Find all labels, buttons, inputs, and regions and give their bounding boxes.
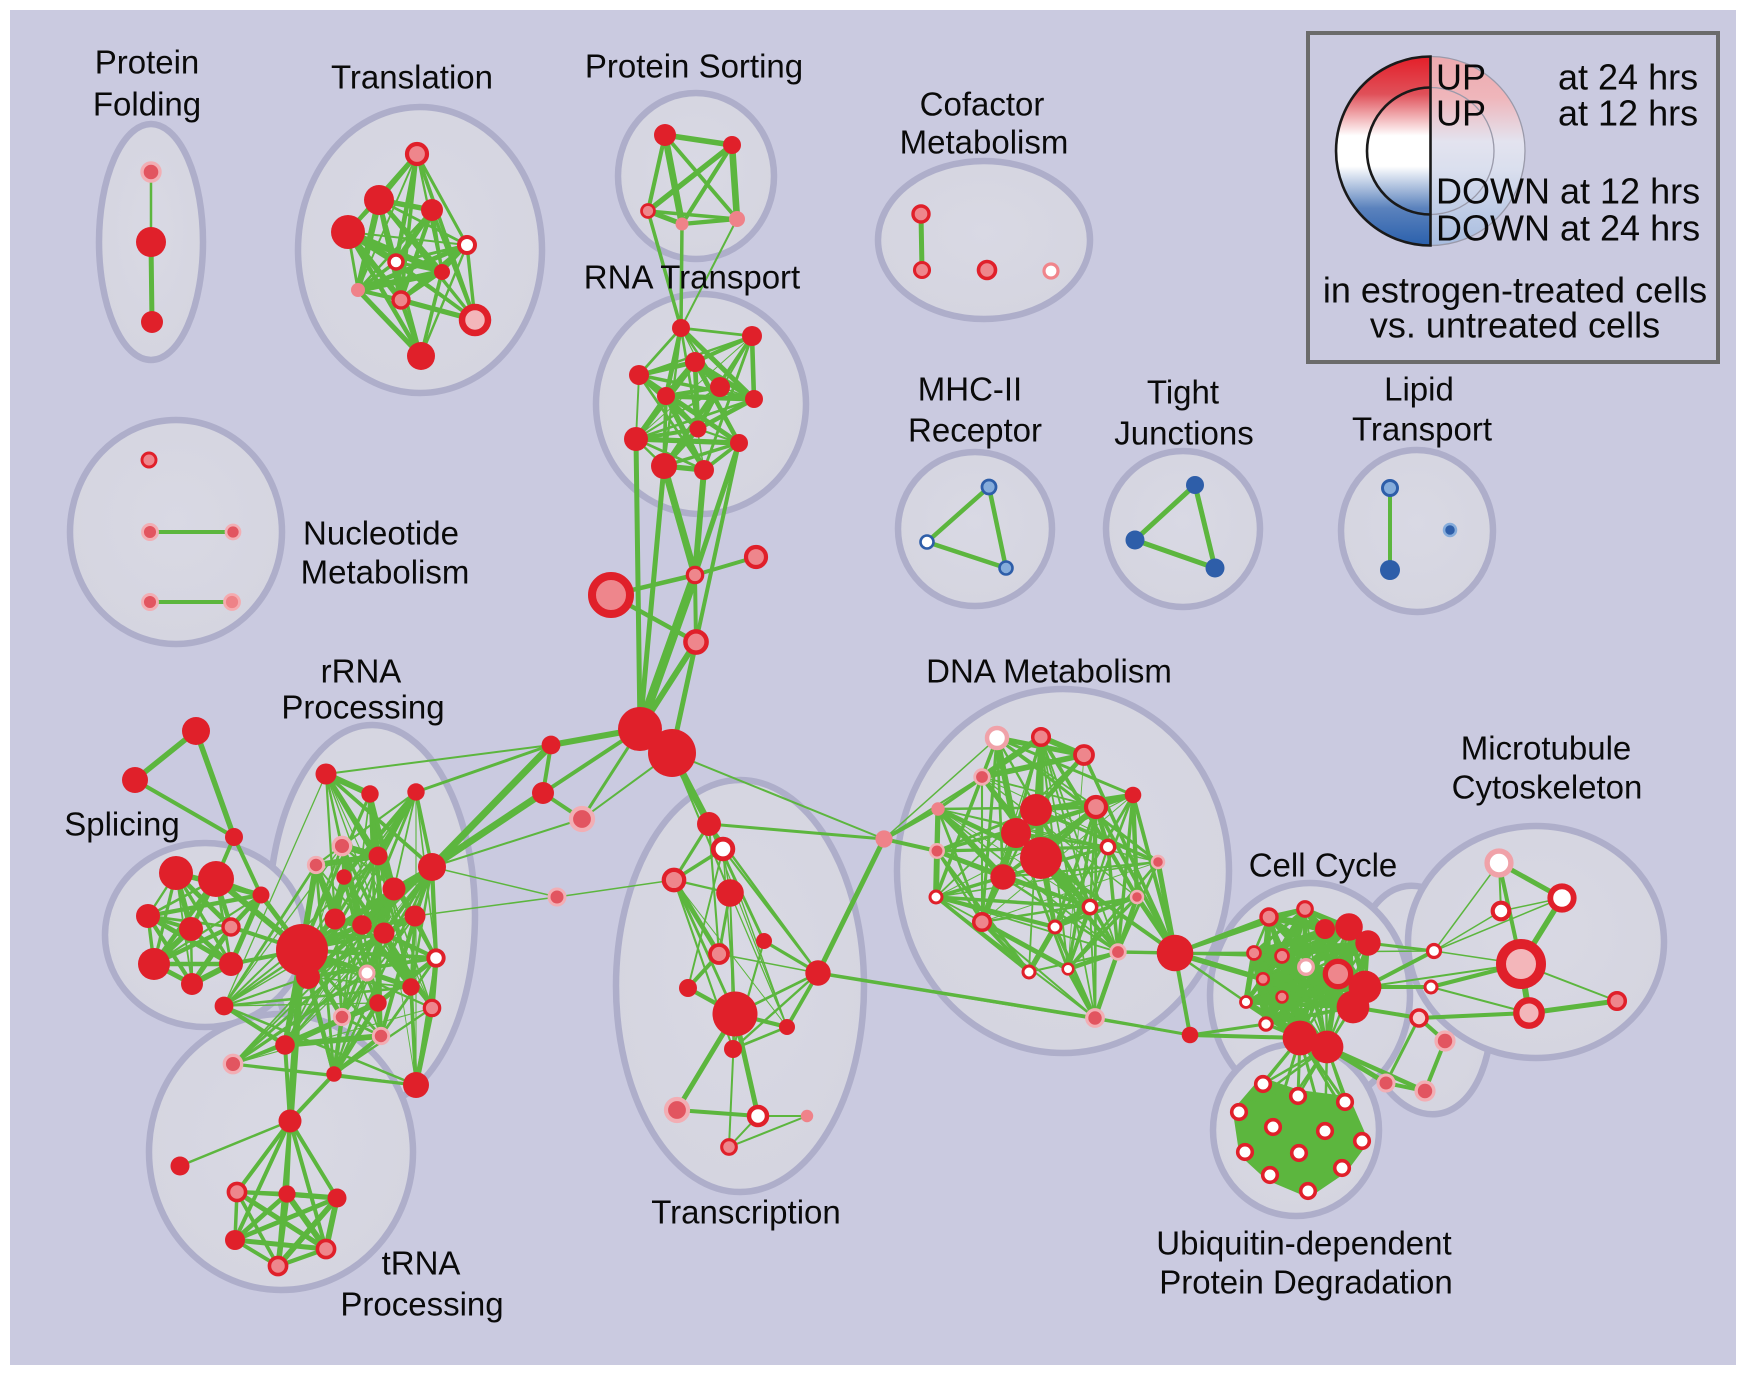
svg-text:Junctions: Junctions [1114, 415, 1253, 452]
svg-text:Nucleotide: Nucleotide [303, 515, 459, 552]
svg-text:at 24 hrs: at 24 hrs [1560, 208, 1700, 249]
svg-text:Processing: Processing [340, 1286, 503, 1323]
svg-text:DOWN: DOWN [1436, 208, 1550, 249]
svg-text:DNA Metabolism: DNA Metabolism [926, 653, 1172, 690]
svg-text:rRNA: rRNA [321, 653, 402, 690]
svg-text:Transport: Transport [1352, 411, 1492, 448]
svg-text:at 24 hrs: at 24 hrs [1558, 57, 1698, 98]
svg-text:Metabolism: Metabolism [900, 124, 1069, 161]
svg-text:Translation: Translation [331, 59, 493, 96]
svg-text:Receptor: Receptor [908, 412, 1042, 449]
svg-text:in estrogen-treated cells: in estrogen-treated cells [1323, 270, 1707, 311]
svg-text:Protein Degradation: Protein Degradation [1159, 1264, 1453, 1301]
svg-text:vs. untreated cells: vs. untreated cells [1370, 305, 1660, 346]
svg-text:tRNA: tRNA [382, 1245, 461, 1282]
svg-text:Processing: Processing [281, 689, 444, 726]
svg-text:UP: UP [1436, 93, 1486, 134]
svg-text:Ubiquitin-dependent: Ubiquitin-dependent [1156, 1225, 1451, 1262]
svg-text:Cell Cycle: Cell Cycle [1249, 847, 1398, 884]
svg-text:at 12 hrs: at 12 hrs [1560, 171, 1700, 212]
svg-text:DOWN: DOWN [1436, 171, 1550, 212]
svg-text:Protein: Protein [95, 44, 200, 81]
svg-text:Splicing: Splicing [64, 806, 180, 843]
svg-text:Metabolism: Metabolism [301, 554, 470, 591]
svg-text:Tight: Tight [1147, 374, 1219, 411]
svg-text:Cytoskeleton: Cytoskeleton [1452, 769, 1643, 806]
svg-text:Protein Sorting: Protein Sorting [585, 48, 803, 85]
svg-text:RNA Transport: RNA Transport [584, 259, 800, 296]
svg-text:Cofactor: Cofactor [920, 86, 1045, 123]
svg-text:MHC-II: MHC-II [918, 371, 1022, 408]
svg-text:Transcription: Transcription [651, 1194, 841, 1231]
svg-text:UP: UP [1436, 57, 1486, 98]
svg-text:Lipid: Lipid [1384, 371, 1454, 408]
svg-text:at 12 hrs: at 12 hrs [1558, 93, 1698, 134]
svg-text:Microtubule: Microtubule [1461, 730, 1632, 767]
svg-text:Folding: Folding [93, 86, 201, 123]
